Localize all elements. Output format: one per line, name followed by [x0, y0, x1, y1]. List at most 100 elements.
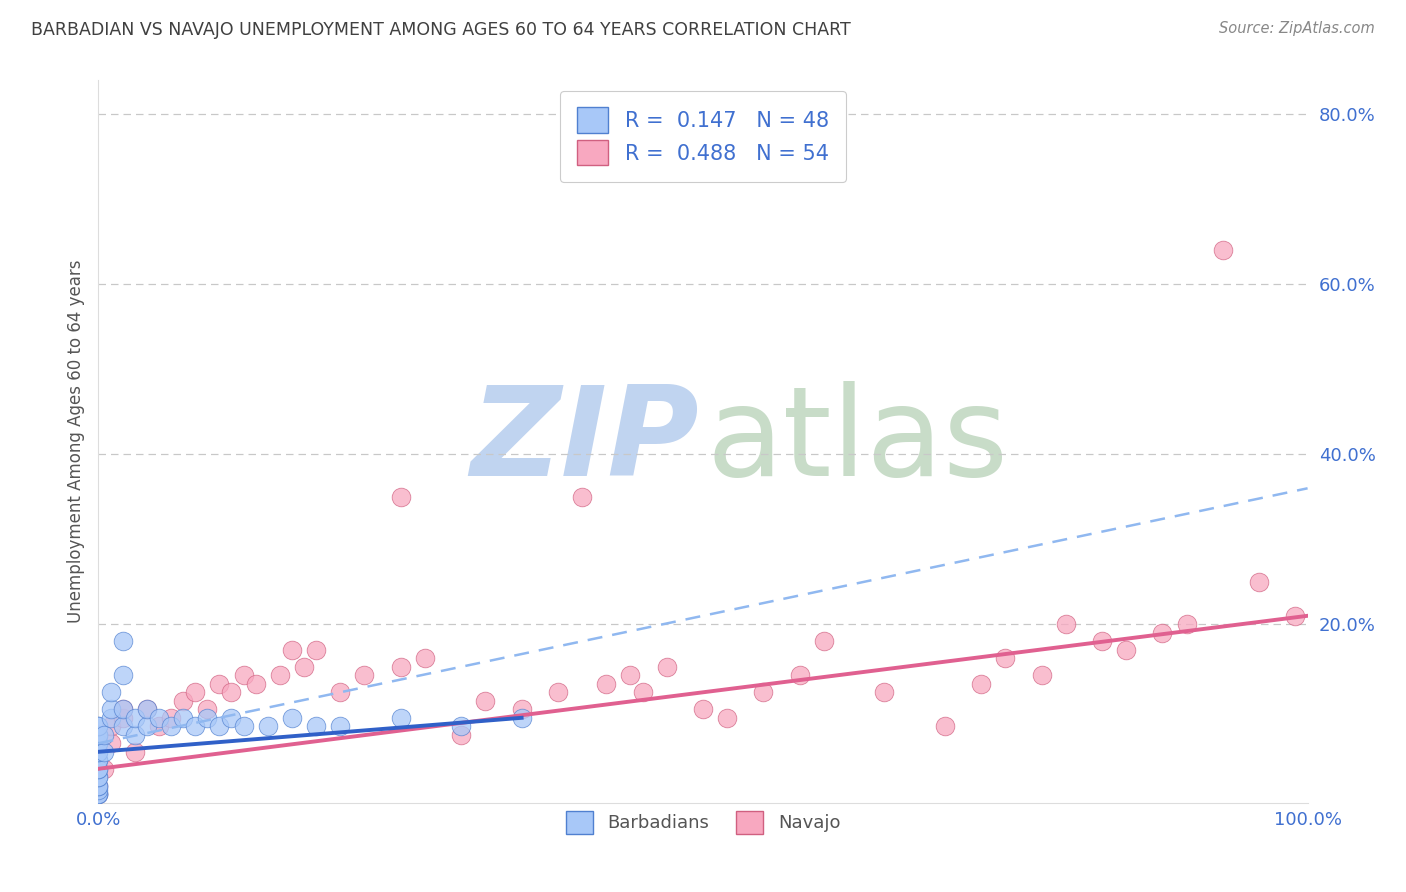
Point — [510, 702, 533, 716]
Point — [135, 719, 157, 733]
Point — [305, 642, 328, 657]
Point — [87, 736, 110, 750]
Point — [1091, 634, 1114, 648]
Point — [135, 702, 157, 716]
Point — [124, 728, 146, 742]
Point — [195, 702, 218, 716]
Point — [1054, 617, 1077, 632]
Point — [111, 634, 134, 648]
Point — [93, 762, 115, 776]
Point — [87, 753, 110, 767]
Point — [195, 711, 218, 725]
Point — [547, 685, 569, 699]
Point — [305, 719, 328, 733]
Point — [100, 711, 122, 725]
Point — [571, 490, 593, 504]
Point — [148, 711, 170, 725]
Point — [87, 728, 110, 742]
Point — [716, 711, 738, 725]
Point — [1152, 625, 1174, 640]
Point — [510, 711, 533, 725]
Point — [100, 719, 122, 733]
Point — [994, 651, 1017, 665]
Point — [87, 719, 110, 733]
Point — [256, 719, 278, 733]
Point — [100, 685, 122, 699]
Point — [655, 660, 678, 674]
Point — [389, 490, 412, 504]
Point — [619, 668, 641, 682]
Point — [1249, 574, 1271, 589]
Text: Source: ZipAtlas.com: Source: ZipAtlas.com — [1219, 21, 1375, 37]
Point — [934, 719, 956, 733]
Point — [692, 702, 714, 716]
Point — [1115, 642, 1137, 657]
Point — [111, 702, 134, 716]
Point — [87, 728, 110, 742]
Point — [87, 783, 110, 797]
Point — [281, 642, 304, 657]
Point — [413, 651, 436, 665]
Point — [160, 719, 183, 733]
Point — [135, 702, 157, 716]
Point — [87, 753, 110, 767]
Point — [631, 685, 654, 699]
Point — [87, 745, 110, 759]
Point — [87, 770, 110, 784]
Point — [87, 787, 110, 801]
Point — [208, 677, 231, 691]
Y-axis label: Unemployment Among Ages 60 to 64 years: Unemployment Among Ages 60 to 64 years — [66, 260, 84, 624]
Point — [232, 719, 254, 733]
Point — [221, 711, 243, 725]
Point — [389, 711, 412, 725]
Point — [100, 736, 122, 750]
Point — [208, 719, 231, 733]
Point — [111, 668, 134, 682]
Point — [148, 719, 170, 733]
Point — [1031, 668, 1053, 682]
Point — [87, 787, 110, 801]
Point — [87, 779, 110, 793]
Point — [450, 728, 472, 742]
Point — [87, 719, 110, 733]
Point — [232, 668, 254, 682]
Point — [474, 694, 496, 708]
Point — [160, 711, 183, 725]
Point — [450, 719, 472, 733]
Point — [93, 745, 115, 759]
Point — [172, 711, 194, 725]
Point — [292, 660, 315, 674]
Point — [87, 770, 110, 784]
Point — [184, 685, 207, 699]
Point — [269, 668, 291, 682]
Point — [93, 728, 115, 742]
Point — [87, 762, 110, 776]
Point — [221, 685, 243, 699]
Text: ZIP: ZIP — [471, 381, 699, 502]
Point — [1284, 608, 1306, 623]
Point — [281, 711, 304, 725]
Point — [813, 634, 835, 648]
Point — [184, 719, 207, 733]
Point — [789, 668, 811, 682]
Point — [87, 787, 110, 801]
Point — [1175, 617, 1198, 632]
Point — [329, 685, 352, 699]
Point — [245, 677, 267, 691]
Text: atlas: atlas — [707, 381, 1008, 502]
Point — [389, 660, 412, 674]
Point — [87, 736, 110, 750]
Point — [87, 762, 110, 776]
Point — [100, 702, 122, 716]
Point — [172, 694, 194, 708]
Point — [111, 702, 134, 716]
Text: BARBADIAN VS NAVAJO UNEMPLOYMENT AMONG AGES 60 TO 64 YEARS CORRELATION CHART: BARBADIAN VS NAVAJO UNEMPLOYMENT AMONG A… — [31, 21, 851, 39]
Point — [87, 745, 110, 759]
Point — [87, 779, 110, 793]
Point — [1212, 244, 1234, 258]
Point — [124, 711, 146, 725]
Legend: Barbadians, Navajo: Barbadians, Navajo — [558, 805, 848, 841]
Point — [595, 677, 617, 691]
Point — [329, 719, 352, 733]
Point — [111, 719, 134, 733]
